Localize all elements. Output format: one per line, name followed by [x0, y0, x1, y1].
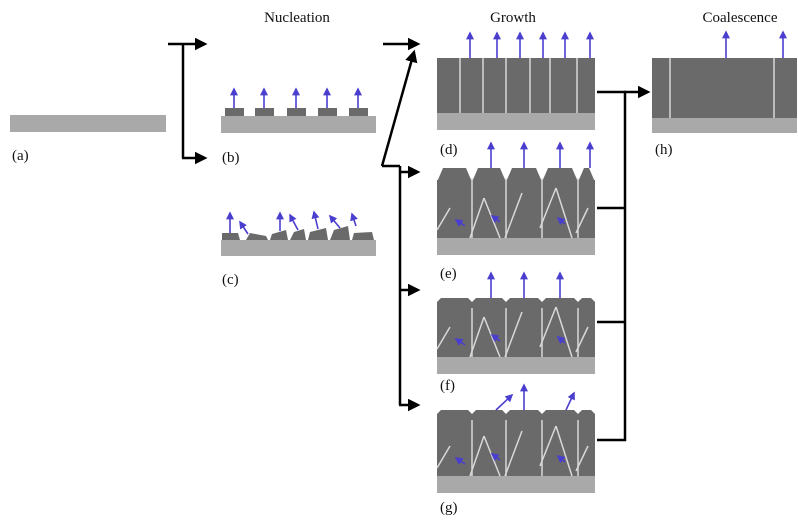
substrate	[437, 357, 595, 374]
nucleus	[349, 108, 368, 116]
growth-arrow	[566, 393, 574, 410]
nucleus	[352, 232, 374, 240]
column-header: Growth	[490, 10, 536, 26]
nucleus	[225, 108, 244, 116]
diagram: Nucleation Growth Coalescence (a) (b) (c…	[0, 0, 798, 522]
grain	[506, 410, 542, 476]
column-header: Coalescence	[703, 10, 778, 26]
substrate	[652, 118, 797, 133]
substrate	[10, 115, 166, 132]
column-header: Nucleation	[264, 10, 330, 26]
grain	[437, 298, 472, 357]
film	[652, 58, 797, 118]
grain	[542, 410, 578, 476]
panel-label: (f)	[440, 378, 455, 394]
panel-label: (h)	[655, 142, 673, 158]
nucleus	[308, 228, 328, 240]
substrate	[437, 476, 595, 493]
substrate	[221, 116, 376, 133]
growth-arrow	[290, 215, 298, 230]
panel-label: (a)	[12, 148, 29, 164]
panel-label: (b)	[222, 150, 240, 166]
growth-arrow	[330, 216, 340, 228]
nucleus	[330, 226, 350, 240]
grain	[578, 410, 595, 476]
nucleus	[270, 230, 288, 240]
nucleus	[246, 233, 268, 240]
growth-arrow	[352, 214, 356, 226]
substrate	[437, 113, 595, 130]
grain	[472, 410, 506, 476]
panel-label: (g)	[440, 500, 458, 516]
growth-arrow	[496, 395, 512, 410]
grain	[506, 168, 542, 238]
growth-arrow	[240, 222, 248, 234]
grain	[542, 168, 578, 238]
nucleus	[290, 229, 306, 240]
grain	[578, 168, 595, 238]
growth-arrow	[314, 212, 318, 229]
substrate	[221, 240, 376, 256]
nucleus	[222, 233, 240, 240]
grain	[506, 298, 542, 357]
grain	[472, 168, 506, 238]
panel-label: (e)	[440, 266, 457, 282]
substrate	[437, 238, 595, 255]
grain	[578, 298, 595, 357]
nucleus	[287, 108, 306, 116]
grain	[437, 168, 472, 238]
nucleus	[255, 108, 274, 116]
panel-label: (c)	[222, 272, 239, 288]
nucleus	[318, 108, 337, 116]
panel-label: (d)	[440, 142, 458, 158]
grain	[437, 410, 472, 476]
